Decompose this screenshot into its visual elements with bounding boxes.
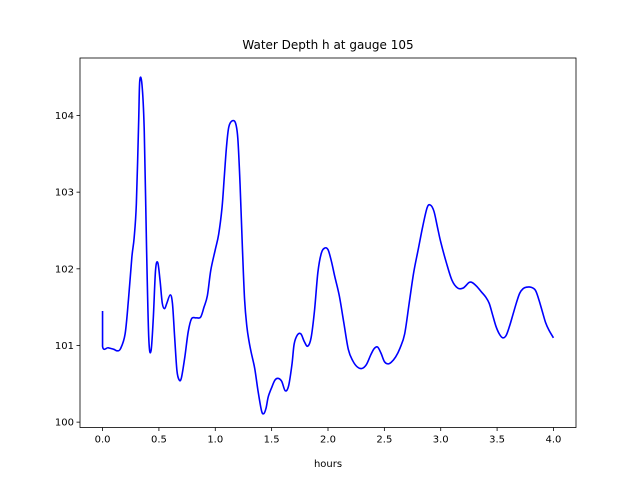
y-axis: 100 101 102 103 104	[55, 111, 80, 429]
x-tick-label: 3.5	[489, 435, 505, 446]
x-axis: 0.0 0.5 1.0 1.5 2.0 2.5 3.0 3.5 4.0	[95, 427, 562, 446]
plot-area: 0.0 0.5 1.0 1.5 2.0 2.5 3.0 3.5 4.0 100 101 102 103…	[55, 57, 577, 446]
y-tick-label: 101	[55, 341, 74, 352]
series-line	[101, 76, 555, 415]
x-tick-label: 1.0	[207, 435, 223, 446]
x-tick-label: 4.0	[546, 435, 562, 446]
x-axis-label: hours	[314, 459, 342, 470]
chart-title: Water Depth h at gauge 105	[242, 38, 413, 52]
x-tick-label: 0.5	[151, 435, 167, 446]
x-tick-label: 1.5	[264, 435, 280, 446]
y-tick-label: 104	[55, 111, 74, 122]
x-tick-label: 0.0	[95, 435, 111, 446]
x-tick-label: 2.0	[320, 435, 336, 446]
y-tick-label: 100	[55, 418, 74, 429]
y-tick-label: 102	[55, 264, 74, 275]
series-layer	[101, 76, 555, 415]
y-tick-label: 103	[55, 188, 74, 199]
x-tick-label: 3.0	[433, 435, 449, 446]
x-tick-label: 2.5	[376, 435, 392, 446]
